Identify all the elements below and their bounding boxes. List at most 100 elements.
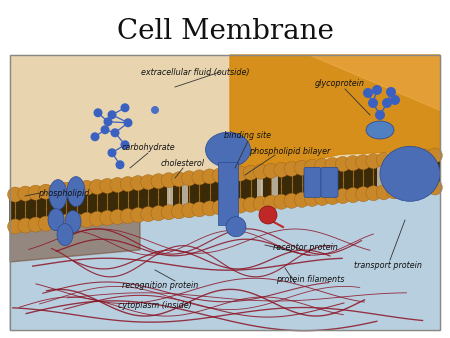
Text: receptor protein: receptor protein (273, 243, 338, 252)
Circle shape (315, 159, 330, 173)
Bar (272, 168, 278, 204)
Circle shape (100, 125, 109, 134)
Circle shape (335, 189, 350, 203)
Circle shape (90, 211, 104, 226)
Text: phospholipid: phospholipid (38, 189, 90, 197)
Circle shape (284, 193, 299, 208)
Circle shape (79, 180, 94, 195)
Circle shape (151, 174, 166, 189)
Circle shape (94, 108, 103, 117)
Circle shape (356, 187, 371, 202)
Text: transport protein: transport protein (354, 261, 422, 269)
Circle shape (59, 214, 74, 229)
Polygon shape (10, 215, 140, 262)
FancyBboxPatch shape (321, 167, 338, 197)
Text: recognition protein: recognition protein (122, 281, 198, 290)
Text: Cell Membrane: Cell Membrane (117, 18, 333, 45)
Circle shape (104, 117, 112, 126)
Circle shape (335, 156, 350, 172)
Circle shape (305, 191, 320, 207)
Circle shape (259, 206, 277, 224)
Circle shape (108, 110, 117, 119)
Circle shape (346, 188, 360, 202)
Circle shape (274, 194, 289, 209)
Circle shape (226, 217, 246, 237)
Circle shape (116, 160, 125, 169)
Circle shape (428, 148, 442, 163)
Circle shape (123, 118, 132, 127)
Circle shape (121, 140, 130, 149)
Circle shape (212, 168, 227, 183)
Circle shape (223, 199, 238, 214)
Circle shape (108, 148, 117, 157)
Ellipse shape (380, 146, 440, 201)
Circle shape (69, 181, 84, 196)
Circle shape (325, 158, 340, 172)
Circle shape (366, 154, 381, 169)
Text: cytoplasm (inside): cytoplasm (inside) (118, 300, 192, 310)
Circle shape (28, 217, 43, 232)
Circle shape (182, 203, 197, 218)
Circle shape (100, 178, 115, 193)
Circle shape (59, 182, 74, 197)
Bar (257, 170, 263, 206)
Circle shape (387, 184, 401, 199)
Circle shape (120, 209, 135, 223)
Circle shape (130, 176, 145, 191)
Circle shape (376, 153, 391, 168)
Circle shape (202, 169, 217, 184)
Circle shape (284, 161, 299, 176)
Circle shape (396, 183, 412, 198)
Circle shape (141, 175, 156, 190)
Polygon shape (10, 160, 440, 222)
Circle shape (233, 198, 248, 213)
Circle shape (368, 98, 378, 108)
Polygon shape (10, 189, 440, 330)
Polygon shape (310, 55, 440, 110)
Circle shape (243, 165, 258, 180)
Circle shape (294, 160, 309, 175)
Circle shape (69, 213, 84, 228)
Circle shape (202, 201, 217, 216)
Polygon shape (230, 55, 440, 179)
Circle shape (171, 204, 186, 219)
Text: glycoprotein: glycoprotein (315, 78, 365, 88)
Circle shape (407, 150, 422, 165)
Circle shape (315, 190, 330, 206)
Ellipse shape (206, 132, 251, 167)
Text: binding site: binding site (225, 130, 271, 140)
Circle shape (382, 98, 392, 108)
Circle shape (366, 186, 381, 201)
Circle shape (120, 176, 135, 192)
Circle shape (151, 106, 159, 114)
Bar (167, 178, 173, 214)
Circle shape (18, 218, 33, 233)
Circle shape (8, 187, 22, 202)
Circle shape (376, 185, 391, 200)
Ellipse shape (65, 211, 81, 233)
Circle shape (407, 182, 422, 197)
Circle shape (111, 128, 120, 137)
Bar (218, 162, 238, 225)
Circle shape (171, 172, 186, 187)
Circle shape (325, 190, 340, 204)
Circle shape (49, 215, 63, 230)
Circle shape (141, 207, 156, 222)
Circle shape (38, 216, 54, 231)
Circle shape (121, 103, 130, 112)
Circle shape (223, 167, 238, 182)
Circle shape (90, 132, 99, 141)
Polygon shape (10, 55, 440, 330)
Text: extracellular fluid (outside): extracellular fluid (outside) (141, 68, 249, 76)
Circle shape (253, 164, 268, 179)
Circle shape (90, 179, 104, 194)
Circle shape (130, 208, 145, 223)
Circle shape (233, 166, 248, 181)
Circle shape (390, 95, 400, 105)
Circle shape (375, 110, 385, 120)
Circle shape (100, 211, 115, 225)
Circle shape (417, 149, 432, 164)
Circle shape (372, 85, 382, 95)
Ellipse shape (57, 224, 73, 246)
Circle shape (363, 88, 373, 98)
